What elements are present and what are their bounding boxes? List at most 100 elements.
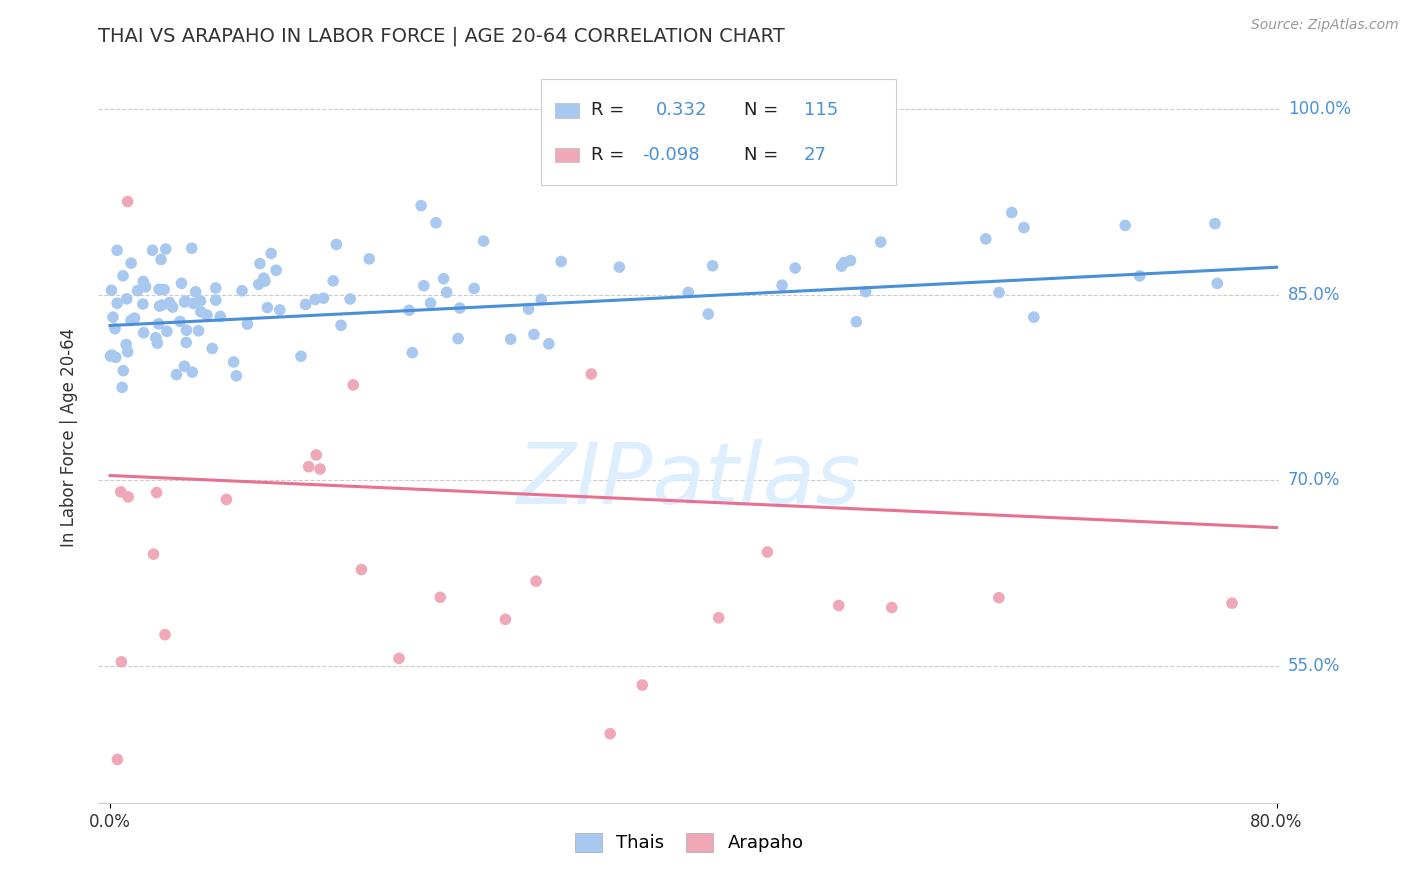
Point [449,301,471,315]
Point [702,259,724,273]
Point [472,234,495,248]
Point [105,244,128,258]
Point [325,237,347,252]
Point [155,242,177,256]
Point [190,293,212,308]
Point [180,241,202,255]
Text: 70.0%: 70.0% [1288,472,1340,490]
Point [204,281,226,295]
Point [425,216,447,230]
Point [524,574,547,589]
Point [1204,217,1226,231]
Text: 27: 27 [803,146,827,164]
Point [236,317,259,331]
Text: N =: N = [744,102,779,120]
Point [141,244,163,258]
Point [264,263,287,277]
Point [115,292,138,306]
Point [100,349,122,363]
Point [201,342,224,356]
Point [494,612,516,626]
Point [115,337,138,351]
Text: -0.098: -0.098 [641,146,699,164]
Point [707,611,730,625]
Point [117,344,139,359]
Point [1220,596,1243,610]
Point [447,332,470,346]
Point [184,285,207,299]
Point [117,490,139,504]
Point [1114,219,1136,233]
Point [298,459,321,474]
Point [974,232,997,246]
Point [581,367,603,381]
Point [176,323,198,337]
Point [162,300,184,314]
Point [839,253,862,268]
Point [225,368,247,383]
Point [330,318,353,333]
Point [1001,205,1024,219]
Point [419,296,441,310]
Point [880,600,903,615]
Point [173,295,195,310]
Point [132,297,155,311]
Point [101,348,124,362]
Text: R =: R = [591,102,624,120]
Point [401,345,423,359]
Point [120,256,142,270]
Point [697,307,720,321]
Point [247,277,270,292]
Point [869,235,891,249]
Point [117,194,139,209]
Point [398,303,420,318]
Text: 85.0%: 85.0% [1288,285,1340,303]
Text: N =: N = [744,146,779,164]
Point [550,254,572,268]
Point [124,311,146,326]
Point [204,293,226,308]
Point [174,335,197,350]
Point [388,651,411,665]
Point [1129,268,1152,283]
Point [165,368,187,382]
Point [987,591,1010,605]
Point [1206,277,1229,291]
Point [150,298,173,312]
Point [104,351,127,365]
Point [523,327,546,342]
Point [305,448,328,462]
Point [132,274,155,288]
Point [215,492,238,507]
Point [145,485,167,500]
Point [127,284,149,298]
Point [111,380,134,394]
FancyBboxPatch shape [555,148,579,162]
Point [517,302,540,317]
Point [101,310,124,325]
Point [100,283,122,297]
Point [1012,220,1035,235]
Point [988,285,1011,300]
Point [150,252,173,267]
Point [359,252,381,266]
Point [253,274,276,288]
Point [1022,310,1045,325]
Point [322,274,344,288]
Point [181,365,204,379]
Point [411,198,433,212]
Point [828,599,851,613]
Point [269,302,291,317]
Point [678,285,700,300]
Point [222,355,245,369]
Point [159,295,181,310]
Point [463,281,485,295]
Point [132,326,155,340]
Point [148,282,170,296]
Point [209,310,232,324]
Text: R =: R = [591,146,624,164]
Point [339,292,361,306]
Point [631,678,654,692]
Point [146,336,169,351]
Point [169,314,191,328]
